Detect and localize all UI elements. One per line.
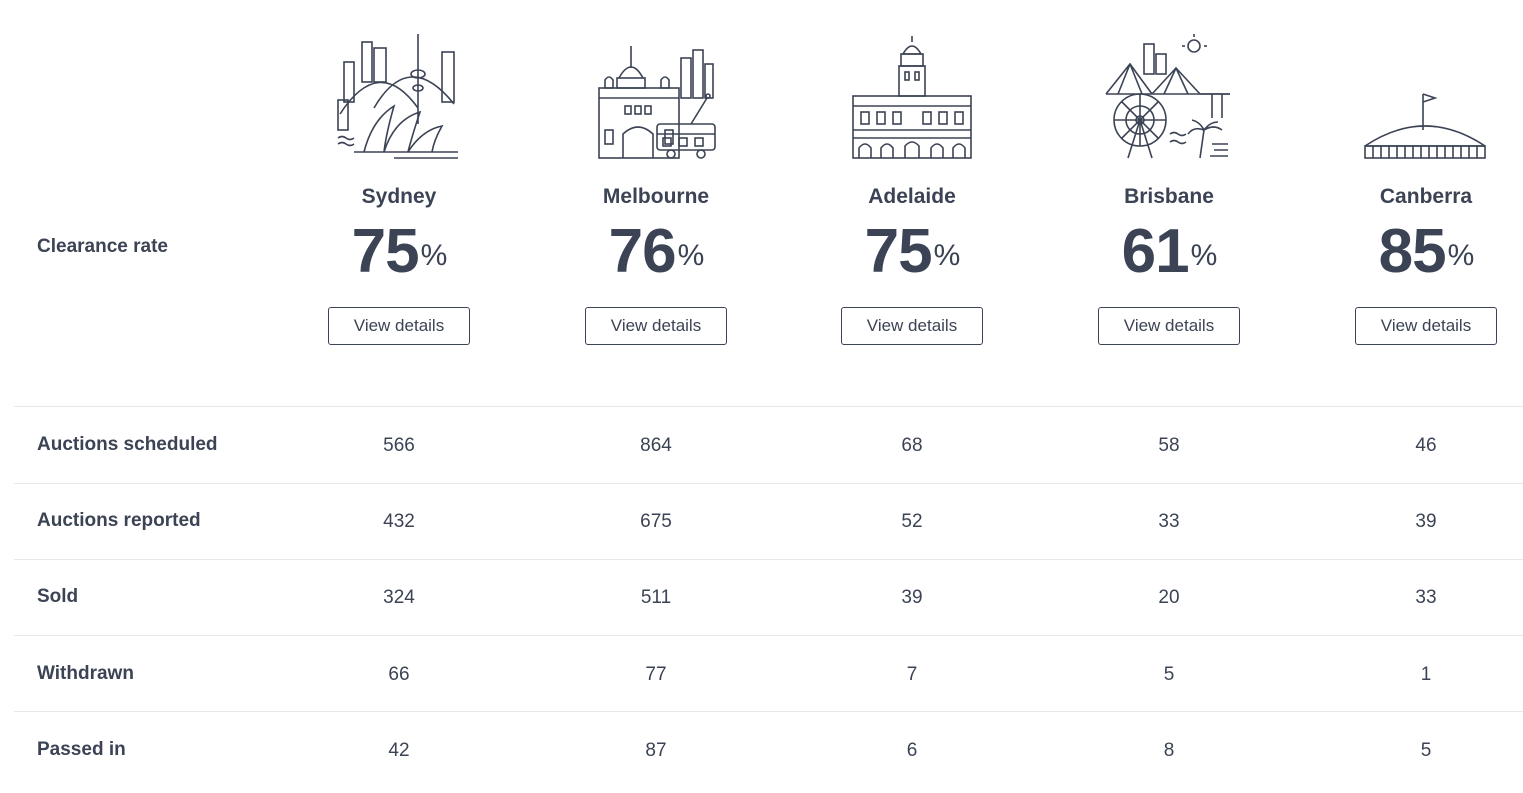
table-cell: 8	[1163, 740, 1175, 761]
table-cell: 864	[640, 435, 672, 456]
percent-sign: %	[677, 239, 705, 272]
row-divider	[14, 711, 1523, 712]
view-details-button-brisbane[interactable]: View details	[1098, 307, 1240, 345]
city-name: Sydney	[361, 185, 437, 208]
view-details-button-sydney[interactable]: View details	[328, 307, 470, 345]
table-cell: 324	[383, 587, 415, 608]
table-cell: 58	[1158, 435, 1180, 456]
city-name: Adelaide	[868, 185, 956, 208]
clearance-rate-label: Clearance rate	[37, 236, 168, 257]
table-cell: 33	[1415, 587, 1437, 608]
clearance-rate-value: 85%	[1378, 217, 1475, 286]
percent-sign: %	[1447, 239, 1475, 272]
table-cell: 77	[645, 664, 667, 685]
table-cell: 566	[383, 435, 415, 456]
table-cell: 66	[388, 664, 410, 685]
table-cell: 20	[1158, 587, 1180, 608]
percent-sign: %	[933, 239, 961, 272]
city-name: Canberra	[1379, 185, 1473, 208]
table-cell: 6	[906, 740, 918, 761]
adelaide-skyline-icon	[852, 36, 972, 159]
sydney-skyline-icon	[337, 34, 458, 159]
table-cell: 39	[1415, 511, 1437, 532]
percent-sign: %	[1190, 239, 1218, 272]
clearance-rate-value: 61%	[1121, 217, 1218, 286]
view-details-button-melbourne[interactable]: View details	[585, 307, 727, 345]
view-details-button-canberra[interactable]: View details	[1355, 307, 1497, 345]
table-cell: 68	[901, 435, 923, 456]
row-divider	[14, 635, 1523, 636]
row-label: Withdrawn	[37, 663, 134, 684]
table-cell: 5	[1163, 664, 1175, 685]
canberra-skyline-icon	[1364, 93, 1486, 159]
percent-sign: %	[420, 239, 448, 272]
city-name: Melbourne	[602, 185, 710, 208]
table-cell: 511	[640, 587, 672, 608]
row-divider	[14, 406, 1523, 407]
table-cell: 675	[640, 511, 672, 532]
table-cell: 33	[1158, 511, 1180, 532]
row-label: Sold	[37, 586, 79, 607]
table-cell: 52	[901, 511, 923, 532]
table-cell: 7	[906, 664, 918, 685]
view-details-button-adelaide[interactable]: View details	[841, 307, 983, 345]
table-cell: 432	[383, 511, 415, 532]
table-cell: 39	[901, 587, 923, 608]
city-name: Brisbane	[1124, 185, 1214, 208]
table-cell: 87	[645, 740, 667, 761]
table-cell: 42	[388, 740, 410, 761]
row-divider	[14, 483, 1523, 484]
brisbane-skyline-icon	[1105, 34, 1230, 159]
row-label: Passed in	[37, 739, 126, 760]
clearance-rate-value: 75%	[351, 217, 448, 286]
melbourne-skyline-icon	[598, 46, 716, 159]
clearance-rate-value: 75%	[864, 217, 961, 286]
table-cell: 46	[1415, 435, 1437, 456]
row-label: Auctions scheduled	[37, 434, 218, 455]
clearance-rate-value: 76%	[608, 217, 705, 286]
row-divider	[14, 559, 1523, 560]
table-cell: 1	[1420, 664, 1432, 685]
table-cell: 5	[1420, 740, 1432, 761]
row-label: Auctions reported	[37, 510, 201, 531]
